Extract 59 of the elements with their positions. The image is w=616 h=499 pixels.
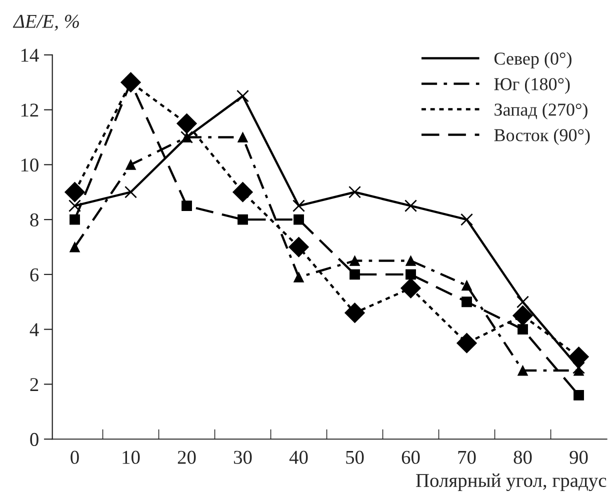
point xyxy=(518,324,528,335)
point xyxy=(126,159,136,170)
x-tick-label: 70 xyxy=(458,450,476,464)
point xyxy=(456,332,477,354)
point xyxy=(292,200,306,212)
point xyxy=(182,200,192,212)
legend-label: Запад (270°) xyxy=(494,103,588,120)
point xyxy=(294,214,304,225)
point xyxy=(462,296,472,308)
x-tick-label: 30 xyxy=(234,450,252,464)
legend-label: Юг (180°) xyxy=(494,78,570,94)
x-tick-label: 10 xyxy=(122,450,140,464)
x-axis-title: Полярный угол, градус xyxy=(416,474,606,492)
point xyxy=(70,214,80,225)
point xyxy=(404,200,418,212)
y-tick-label: 8 xyxy=(30,213,38,226)
point xyxy=(238,132,248,142)
y-tick-label: 14 xyxy=(21,48,39,62)
point xyxy=(462,280,472,291)
y-tick-label: 0 xyxy=(30,432,38,446)
point xyxy=(294,272,304,282)
point xyxy=(568,346,589,367)
x-tick-label: 50 xyxy=(346,450,364,464)
y-tick-label: 2 xyxy=(30,378,38,391)
point xyxy=(176,113,197,134)
point xyxy=(344,302,365,324)
point xyxy=(572,362,586,374)
point xyxy=(238,214,248,225)
point xyxy=(68,200,82,212)
point xyxy=(236,90,250,102)
x-tick-label: 90 xyxy=(570,450,588,464)
point xyxy=(574,390,584,400)
x-tick-label: 0 xyxy=(70,450,79,464)
x-tick-label: 60 xyxy=(402,450,420,464)
point xyxy=(288,236,309,258)
y-tick-label: 6 xyxy=(30,268,39,282)
point xyxy=(406,256,416,266)
y-tick-label: 4 xyxy=(30,323,39,336)
point xyxy=(516,296,530,308)
x-tick-label: 20 xyxy=(178,450,196,464)
point xyxy=(350,256,360,266)
y-tick-label: 10 xyxy=(21,158,38,172)
point xyxy=(512,305,533,326)
x-tick-label: 40 xyxy=(289,450,308,464)
point xyxy=(64,182,85,202)
point xyxy=(124,186,138,198)
y-tick-label: 12 xyxy=(21,104,38,117)
point xyxy=(400,278,421,298)
legend-label: Север (0°) xyxy=(494,52,572,68)
y-axis-title: ΔE/E, % xyxy=(12,14,79,31)
point xyxy=(460,213,474,226)
point xyxy=(232,182,253,202)
x-tick-label: 80 xyxy=(514,450,532,464)
point xyxy=(350,269,360,280)
point xyxy=(406,269,416,280)
legend-label: Восток (90°) xyxy=(494,128,590,145)
point xyxy=(518,365,528,376)
point xyxy=(348,186,362,198)
point xyxy=(70,242,80,252)
